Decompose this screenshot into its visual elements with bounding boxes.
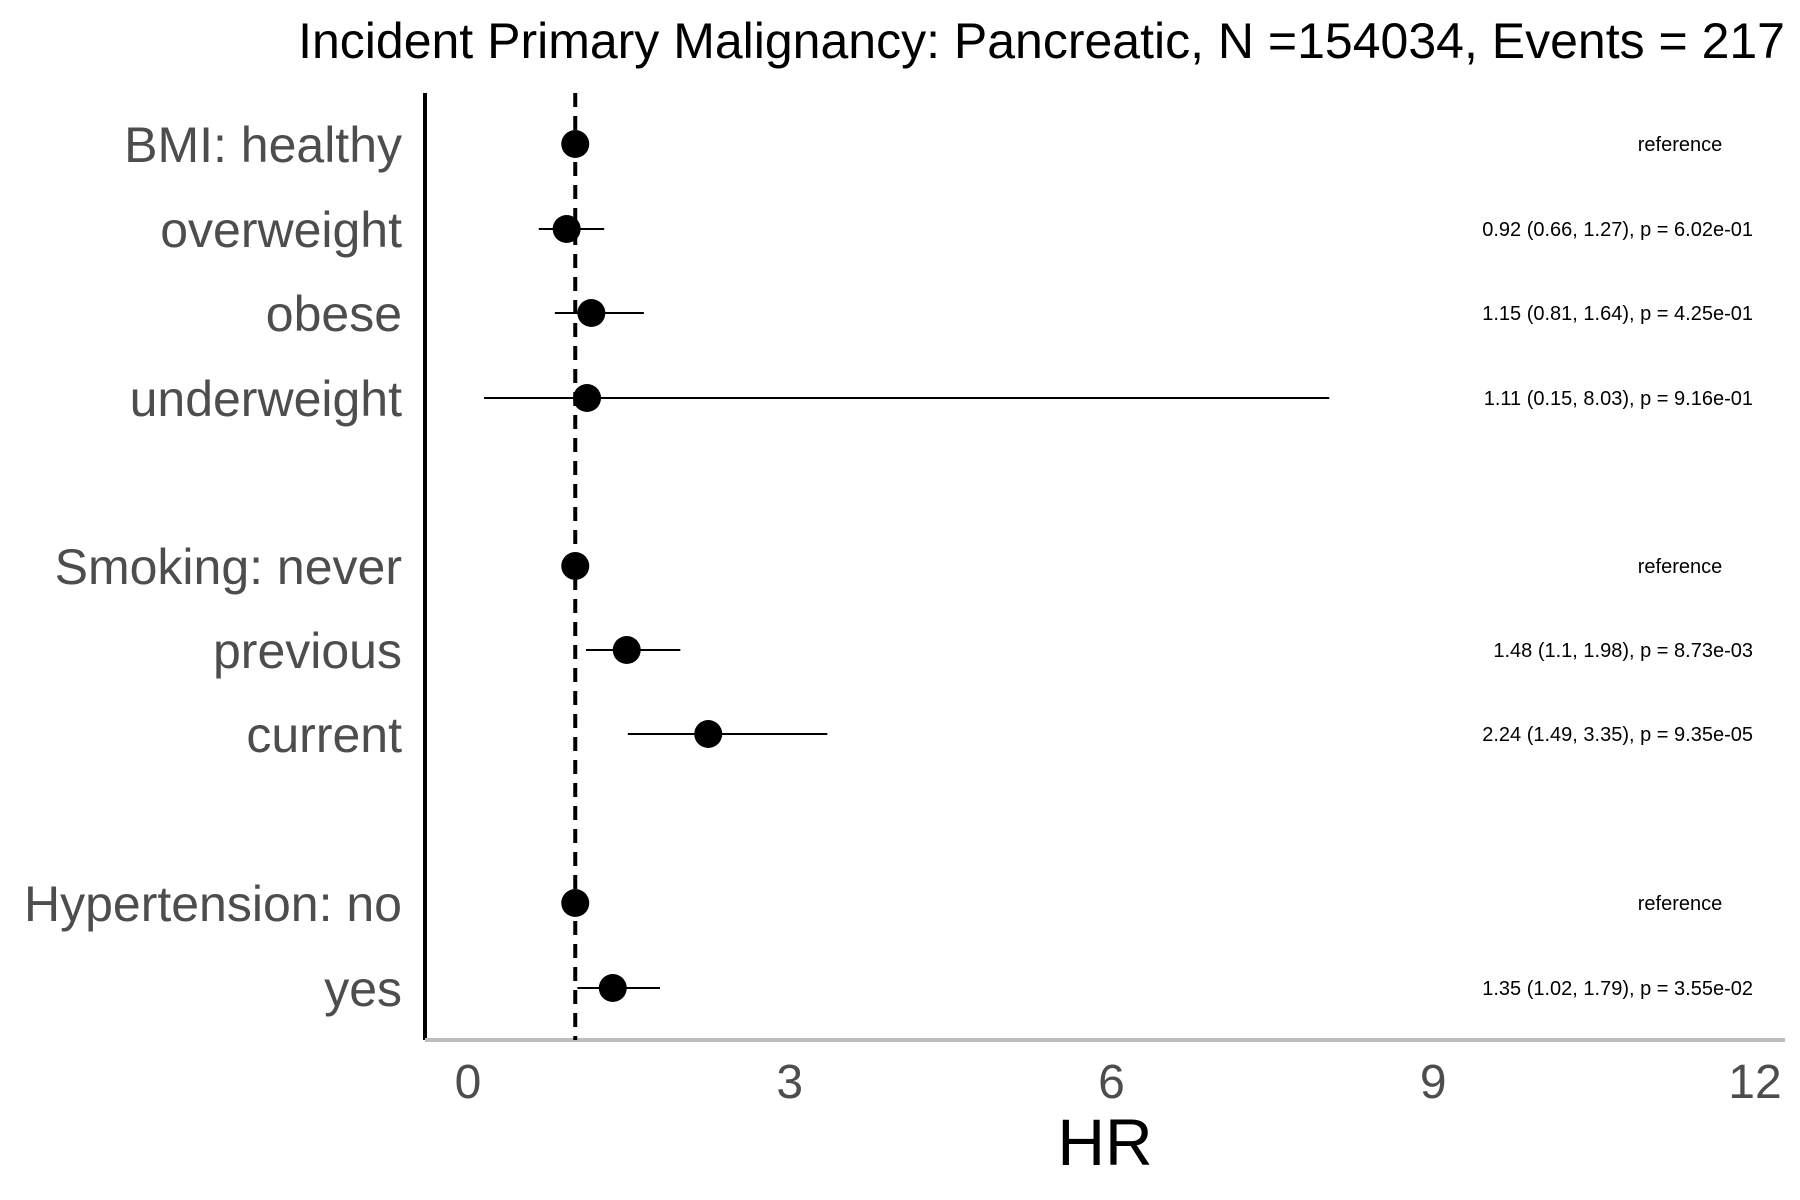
chart-title: Incident Primary Malignancy: Pancreatic,… (298, 13, 1785, 69)
forest-row: Hypertension: no reference (24, 876, 1722, 932)
forest-row: yes 1.35 (1.02, 1.79), p = 3.55e-02 (324, 961, 1753, 1017)
x-tick-label: 3 (776, 1056, 803, 1109)
row-label: overweight (160, 202, 402, 258)
row-label: BMI: healthy (124, 117, 402, 173)
hr-annotation: 1.35 (1.02, 1.79), p = 3.55e-02 (1482, 978, 1753, 1000)
row-label: obese (266, 286, 402, 342)
hr-annotation: 0.92 (0.66, 1.27), p = 6.02e-01 (1482, 219, 1753, 241)
hr-point (598, 974, 627, 1002)
hr-annotation: 2.24 (1.49, 3.35), p = 9.35e-05 (1482, 724, 1753, 746)
forest-row: overweight 0.92 (0.66, 1.27), p = 6.02e-0… (160, 202, 1753, 258)
row-label: yes (324, 961, 402, 1017)
x-tick-label: 9 (1420, 1056, 1447, 1109)
hr-annotation: 1.15 (0.81, 1.64), p = 4.25e-01 (1482, 303, 1753, 325)
hr-point (694, 720, 723, 748)
x-axis-title: HR (1057, 1105, 1152, 1179)
hr-point (577, 299, 606, 327)
forest-row: current 2.24 (1.49, 3.35), p = 9.35e-05 (246, 707, 1753, 763)
forest-row: Smoking: never reference (55, 539, 1723, 595)
hr-annotation: reference (1638, 893, 1723, 915)
hr-annotation: reference (1638, 134, 1723, 156)
x-tick-label: 6 (1098, 1056, 1125, 1109)
row-label: Smoking: never (55, 539, 402, 595)
forest-row: previous 1.48 (1.1, 1.98), p = 8.73e-03 (213, 623, 1753, 679)
x-tick-label: 0 (455, 1056, 482, 1109)
row-label: underweight (130, 371, 403, 427)
x-ticks: 0 3 6 9 12 (455, 1056, 1782, 1109)
hr-point (612, 636, 641, 664)
forest-row: BMI: healthy reference (124, 117, 1722, 173)
hr-annotation: 1.11 (0.15, 8.03), p = 9.16e-01 (1484, 388, 1753, 410)
forest-row: underweight 1.11 (0.15, 8.03), p = 9.16e-… (130, 371, 1753, 427)
hr-point (573, 384, 602, 412)
rows-layer: BMI: healthy reference overweight 0.92 (0.6… (24, 117, 1753, 1017)
hr-annotation: 1.48 (1.1, 1.98), p = 8.73e-03 (1493, 640, 1753, 662)
row-label: current (246, 707, 402, 763)
row-label: Hypertension: no (24, 876, 402, 932)
row-label: previous (213, 623, 402, 679)
forest-row: obese 1.15 (0.81, 1.64), p = 4.25e-01 (266, 286, 1753, 342)
hr-annotation: reference (1638, 556, 1723, 578)
x-tick-label: 12 (1728, 1056, 1781, 1109)
